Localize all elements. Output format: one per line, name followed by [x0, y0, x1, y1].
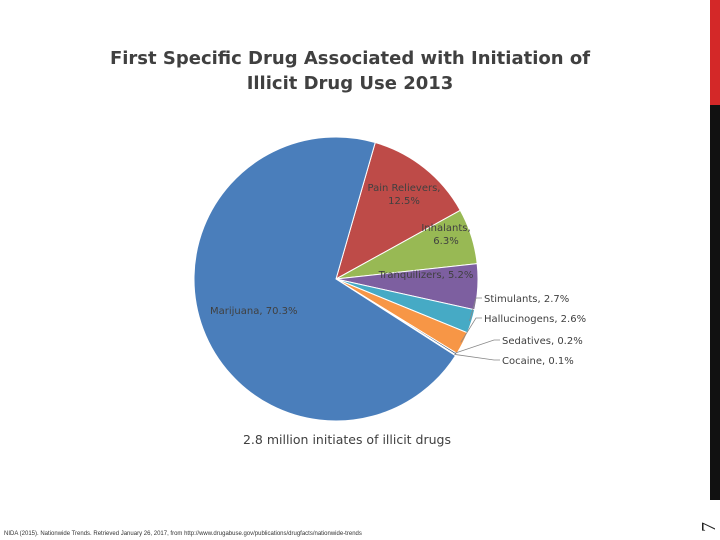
leader-line-cocaine	[453, 353, 500, 361]
slice-label-tranquilizers: Tranquilizers, 5.2%	[378, 270, 474, 281]
leader-line-hallucinogens	[460, 317, 482, 343]
slice-label-stimulants: Stimulants, 2.7%	[484, 294, 569, 305]
footer-citation: NIDA (2015). Nationwide Trends. Retrieve…	[4, 531, 362, 537]
pie-slice-marijuana	[193, 136, 457, 422]
slice-label-inhalants: Inhalants, 6.3%	[421, 223, 470, 247]
side-bar	[710, 0, 720, 500]
chart-title: First Specific Drug Associated with Init…	[90, 46, 610, 96]
chart-caption: 2.8 million initiates of illicit drugs	[243, 432, 451, 447]
slice-label-sedatives: Sedatives, 0.2%	[502, 336, 583, 347]
slice-label-pain-relievers: Pain Relievers, 12.5%	[368, 183, 441, 207]
slide-number: 7	[698, 522, 720, 532]
leader-line-sedatives	[454, 339, 500, 354]
side-bar-accent	[710, 0, 720, 105]
leader-line-stimulants	[469, 297, 482, 322]
slice-label-marijuana: Marijuana, 70.3%	[210, 306, 297, 317]
slice-label-cocaine: Cocaine, 0.1%	[502, 356, 574, 367]
pie-slice-pain-relievers	[335, 141, 461, 281]
chart-title-line-2: Illicit Drug Use 2013	[246, 73, 454, 94]
chart-title-line-1: First Specific Drug Associated with Init…	[109, 48, 591, 69]
slice-label-hallucinogens: Hallucinogens, 2.6%	[484, 314, 586, 325]
